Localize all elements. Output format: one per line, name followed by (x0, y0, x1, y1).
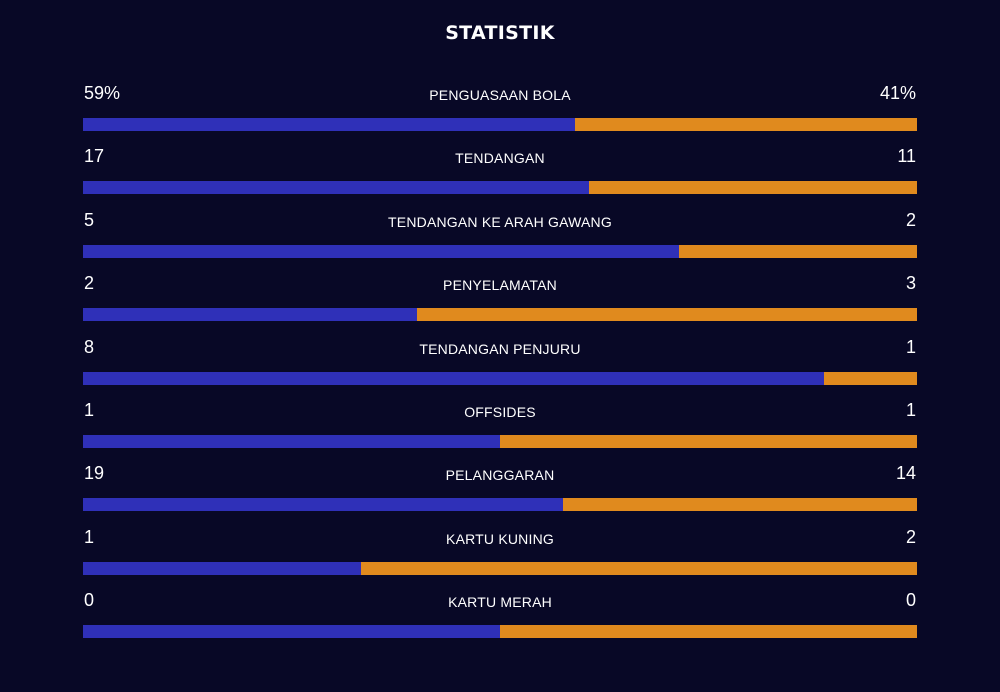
away-bar (83, 181, 917, 195)
stat-row: 8 TENDANGAN PENJURU 1 (83, 332, 917, 395)
home-bar (83, 118, 576, 131)
away-bar (83, 625, 917, 639)
home-value: 1 (84, 526, 95, 547)
home-value: 8 (84, 336, 95, 357)
stats-list: 59% PENGUASAAN BOLA 41% 17 TENDANGAN 11 5 TENDA… (83, 78, 917, 649)
home-bar (83, 498, 564, 512)
home-value: 1 (84, 399, 95, 420)
home-value: 0 (84, 590, 95, 611)
away-value: 11 (897, 146, 916, 167)
stat-label: PENYELAMATAN (443, 277, 557, 294)
away-value: 1 (905, 399, 916, 420)
home-bar (83, 244, 679, 258)
home-value: 17 (84, 146, 105, 167)
away-value: 2 (905, 526, 916, 547)
stat-row: 1 KARTU KUNING 2 (83, 522, 917, 585)
stat-label: PENGUASAAN BOLA (429, 87, 571, 103)
home-bar (83, 625, 500, 639)
stat-label: OFFSIDES (464, 403, 536, 420)
stat-row: 59% PENGUASAAN BOLA 41% (83, 78, 917, 141)
away-value: 14 (895, 463, 916, 484)
away-bar (83, 498, 917, 512)
away-value: 41% (879, 83, 916, 103)
stat-label: KARTU KUNING (446, 530, 554, 547)
home-bar (83, 181, 590, 195)
page-title: STATISTIK (445, 22, 555, 44)
away-value: 0 (905, 590, 916, 611)
away-bar (83, 561, 917, 575)
stat-row: 17 TENDANGAN 11 (83, 141, 917, 204)
stat-label: KARTU MERAH (448, 594, 552, 611)
home-bar (83, 434, 500, 448)
stat-label: PELANGGARAN (445, 467, 555, 484)
away-bar (83, 434, 917, 448)
stat-row: 1 OFFSIDES 1 (83, 395, 917, 458)
stat-row: 2 PENYELAMATAN 3 (83, 268, 917, 331)
stat-row: 0 KARTU MERAH 0 (83, 585, 917, 648)
away-bar (83, 118, 917, 131)
home-value: 19 (84, 463, 105, 484)
home-bar (83, 561, 361, 575)
stat-label: TENDANGAN KE ARAH GAWANG (388, 213, 612, 230)
away-value: 1 (905, 336, 916, 357)
stat-label: TENDANGAN PENJURU (419, 340, 581, 357)
home-value: 2 (84, 273, 95, 294)
home-bar (83, 371, 825, 385)
away-bar (83, 371, 917, 385)
away-bar (83, 244, 917, 258)
away-value: 3 (905, 273, 916, 294)
stat-row: 19 PELANGGARAN 14 (83, 458, 917, 521)
home-value: 5 (84, 209, 95, 230)
stat-row: 5 TENDANGAN KE ARAH GAWANG 2 (83, 205, 917, 268)
away-value: 2 (905, 209, 916, 230)
away-bar (83, 308, 917, 322)
home-bar (83, 308, 417, 322)
home-value: 59% (84, 83, 121, 103)
stat-label: TENDANGAN (455, 150, 545, 167)
